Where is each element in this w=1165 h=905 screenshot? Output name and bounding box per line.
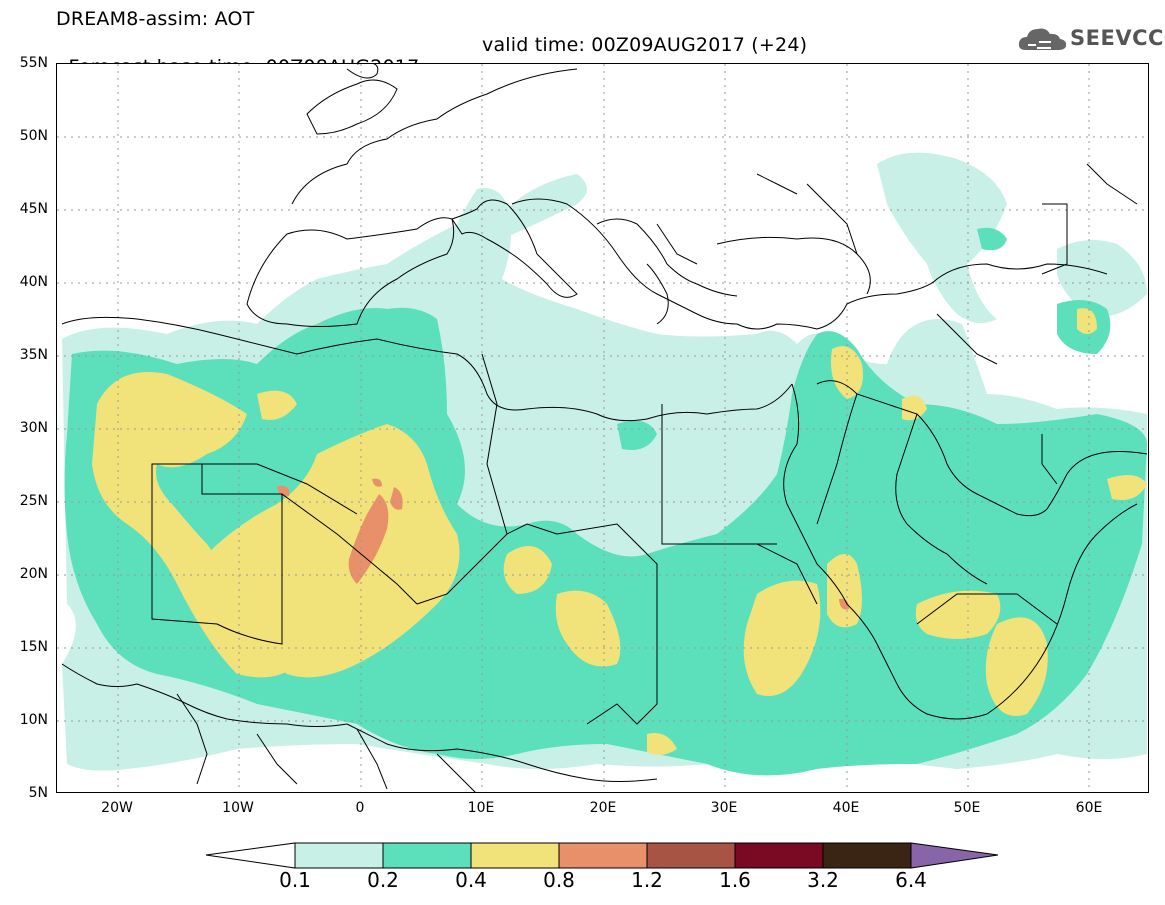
- colorbar-swatch: [294, 842, 384, 869]
- colorbar-label: 1.2: [631, 868, 663, 892]
- seevccc-logo: SEEVCCC: [1018, 24, 1165, 54]
- colorbar-label: 0.8: [543, 868, 575, 892]
- map-title: DREAM8-assim: AOT: [56, 8, 255, 30]
- colorbar-swatch: [646, 842, 736, 869]
- colorbar-label: 0.4: [455, 868, 487, 892]
- colorbar-over-arrow: [910, 842, 999, 869]
- lat-tick-label: 25N: [19, 493, 48, 509]
- lat-tick-label: 20N: [19, 566, 48, 582]
- lat-tick-label: 10N: [19, 712, 48, 728]
- colorbar-swatch: [382, 842, 472, 869]
- aot-map: [56, 63, 1149, 793]
- colorbar: [205, 842, 999, 869]
- lat-tick-label: 5N: [28, 785, 48, 801]
- grid-lines: [57, 64, 1148, 792]
- aot-contour-0.8: [277, 478, 849, 610]
- colorbar-label: 3.2: [807, 868, 839, 892]
- lat-tick-label: 15N: [19, 639, 48, 655]
- lon-tick-label: 60E: [1075, 800, 1103, 816]
- lon-tick-label: 10W: [222, 800, 254, 816]
- aot-contour-0.4: [92, 308, 1147, 755]
- colorbar-label: 1.6: [719, 868, 751, 892]
- lon-tick-label: 10E: [467, 800, 495, 816]
- coastlines-and-borders: [61, 64, 1148, 792]
- lat-tick-label: 30N: [19, 420, 48, 436]
- lon-tick-label: 0: [355, 800, 365, 816]
- colorbar-swatch: [558, 842, 648, 869]
- lat-tick-label: 50N: [19, 128, 48, 144]
- colorbar-label: 6.4: [895, 868, 927, 892]
- lon-tick-label: 20W: [101, 800, 133, 816]
- valid-time-label: valid time: 00Z09AUG2017 (+24): [482, 34, 808, 56]
- lat-tick-label: 45N: [19, 201, 48, 217]
- colorbar-swatch: [470, 842, 560, 869]
- lon-tick-label: 20E: [589, 800, 617, 816]
- colorbar-swatch: [822, 842, 912, 869]
- colorbar-under-arrow: [205, 842, 296, 869]
- lat-tick-label: 55N: [19, 55, 48, 71]
- colorbar-swatch: [734, 842, 824, 869]
- lon-tick-label: 30E: [710, 800, 738, 816]
- lat-tick-label: 35N: [19, 347, 48, 363]
- lat-tick-label: 40N: [19, 274, 48, 290]
- lon-tick-label: 50E: [953, 800, 981, 816]
- logo-text: SEEVCCC: [1070, 26, 1165, 50]
- lon-tick-label: 40E: [832, 800, 860, 816]
- cloud-logo-icon: [1018, 28, 1067, 50]
- map-canvas: [57, 64, 1148, 792]
- colorbar-label: 0.1: [279, 868, 311, 892]
- colorbar-label: 0.2: [367, 868, 399, 892]
